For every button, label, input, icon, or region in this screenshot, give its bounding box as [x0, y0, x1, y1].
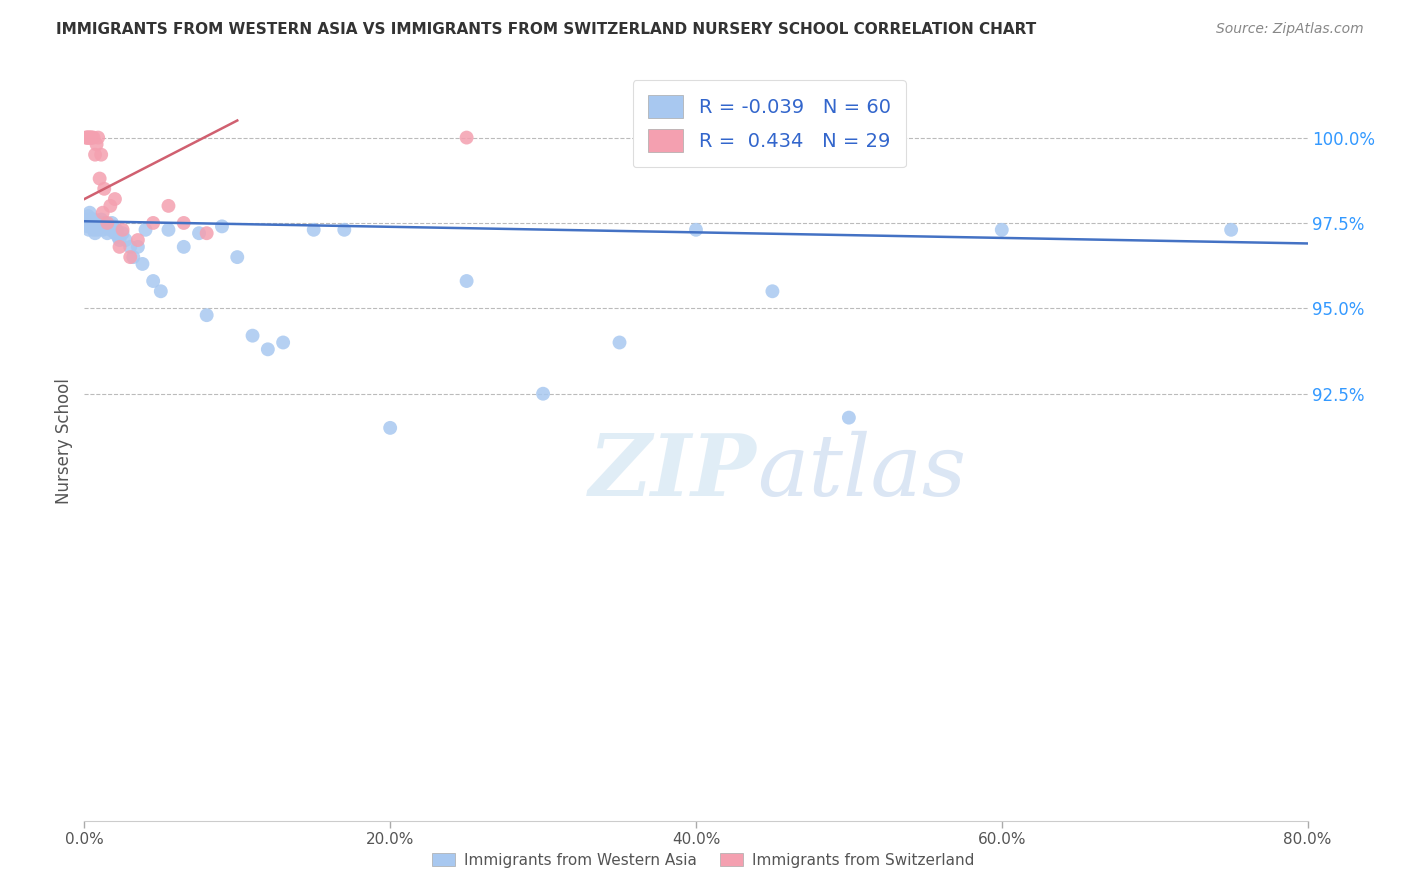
Legend: R = -0.039   N = 60, R =  0.434   N = 29: R = -0.039 N = 60, R = 0.434 N = 29: [633, 79, 907, 168]
Point: [609, 335, 631, 350]
Point: [302, 223, 325, 237]
Text: atlas: atlas: [758, 431, 966, 513]
Point: [87, 219, 110, 234]
Text: IMMIGRANTS FROM WESTERN ASIA VS IMMIGRANTS FROM SWITZERLAND NURSERY SCHOOL CORRE: IMMIGRANTS FROM WESTERN ASIA VS IMMIGRAN…: [56, 22, 1036, 37]
Point: [157, 223, 180, 237]
Point: [142, 274, 165, 288]
Point: [226, 250, 249, 264]
Point: [79, 216, 101, 230]
Legend: Immigrants from Western Asia, Immigrants from Switzerland: Immigrants from Western Asia, Immigrants…: [425, 845, 981, 875]
Point: [98, 223, 121, 237]
Point: [82, 216, 104, 230]
Point: [135, 223, 157, 237]
Point: [77, 130, 100, 145]
Point: [761, 285, 783, 299]
Point: [90, 212, 112, 227]
Point: [149, 285, 172, 299]
Point: [75, 216, 97, 230]
Point: [271, 335, 294, 350]
Point: [257, 343, 280, 357]
Point: [195, 226, 218, 240]
Point: [86, 223, 108, 237]
Point: [84, 219, 107, 234]
Point: [83, 223, 105, 237]
Point: [86, 137, 108, 152]
Point: [76, 130, 98, 145]
Point: [1220, 223, 1243, 237]
Point: [76, 212, 98, 227]
Point: [76, 130, 98, 145]
Point: [456, 130, 478, 145]
Point: [211, 219, 233, 234]
Point: [104, 192, 127, 206]
Point: [75, 130, 97, 145]
Point: [173, 240, 195, 254]
Point: [77, 223, 100, 237]
Point: [105, 223, 128, 237]
Point: [80, 130, 103, 145]
Y-axis label: Nursery School: Nursery School: [55, 378, 73, 505]
Point: [131, 257, 153, 271]
Point: [97, 219, 120, 234]
Point: [83, 212, 105, 227]
Point: [91, 223, 114, 237]
Point: [98, 199, 121, 213]
Point: [120, 240, 142, 254]
Point: [80, 219, 103, 234]
Point: [76, 219, 98, 234]
Point: [93, 182, 115, 196]
Point: [173, 216, 195, 230]
Point: [83, 130, 105, 145]
Point: [77, 130, 100, 145]
Point: [96, 216, 118, 230]
Point: [77, 209, 100, 223]
Point: [79, 130, 101, 145]
Point: [122, 250, 145, 264]
Point: [89, 171, 111, 186]
Point: [80, 212, 103, 227]
Point: [991, 223, 1014, 237]
Point: [456, 274, 478, 288]
Point: [89, 216, 111, 230]
Point: [195, 308, 218, 322]
Point: [108, 240, 131, 254]
Text: Source: ZipAtlas.com: Source: ZipAtlas.com: [1216, 22, 1364, 37]
Point: [86, 216, 108, 230]
Text: ZIP: ZIP: [589, 430, 758, 514]
Point: [94, 216, 117, 230]
Point: [114, 233, 136, 247]
Point: [87, 130, 110, 145]
Point: [80, 130, 103, 145]
Point: [120, 250, 142, 264]
Point: [93, 219, 115, 234]
Point: [91, 205, 114, 219]
Point: [111, 223, 134, 237]
Point: [142, 216, 165, 230]
Point: [101, 216, 124, 230]
Point: [84, 226, 107, 240]
Point: [838, 410, 860, 425]
Point: [108, 233, 131, 247]
Point: [90, 147, 112, 161]
Point: [333, 223, 356, 237]
Point: [380, 421, 402, 435]
Point: [104, 226, 127, 240]
Point: [107, 229, 129, 244]
Point: [188, 226, 211, 240]
Point: [685, 223, 707, 237]
Point: [103, 219, 125, 234]
Point: [127, 240, 149, 254]
Point: [79, 130, 101, 145]
Point: [157, 199, 180, 213]
Point: [111, 226, 134, 240]
Point: [531, 386, 554, 401]
Point: [84, 147, 107, 161]
Point: [79, 205, 101, 219]
Point: [96, 226, 118, 240]
Point: [242, 328, 264, 343]
Point: [127, 233, 149, 247]
